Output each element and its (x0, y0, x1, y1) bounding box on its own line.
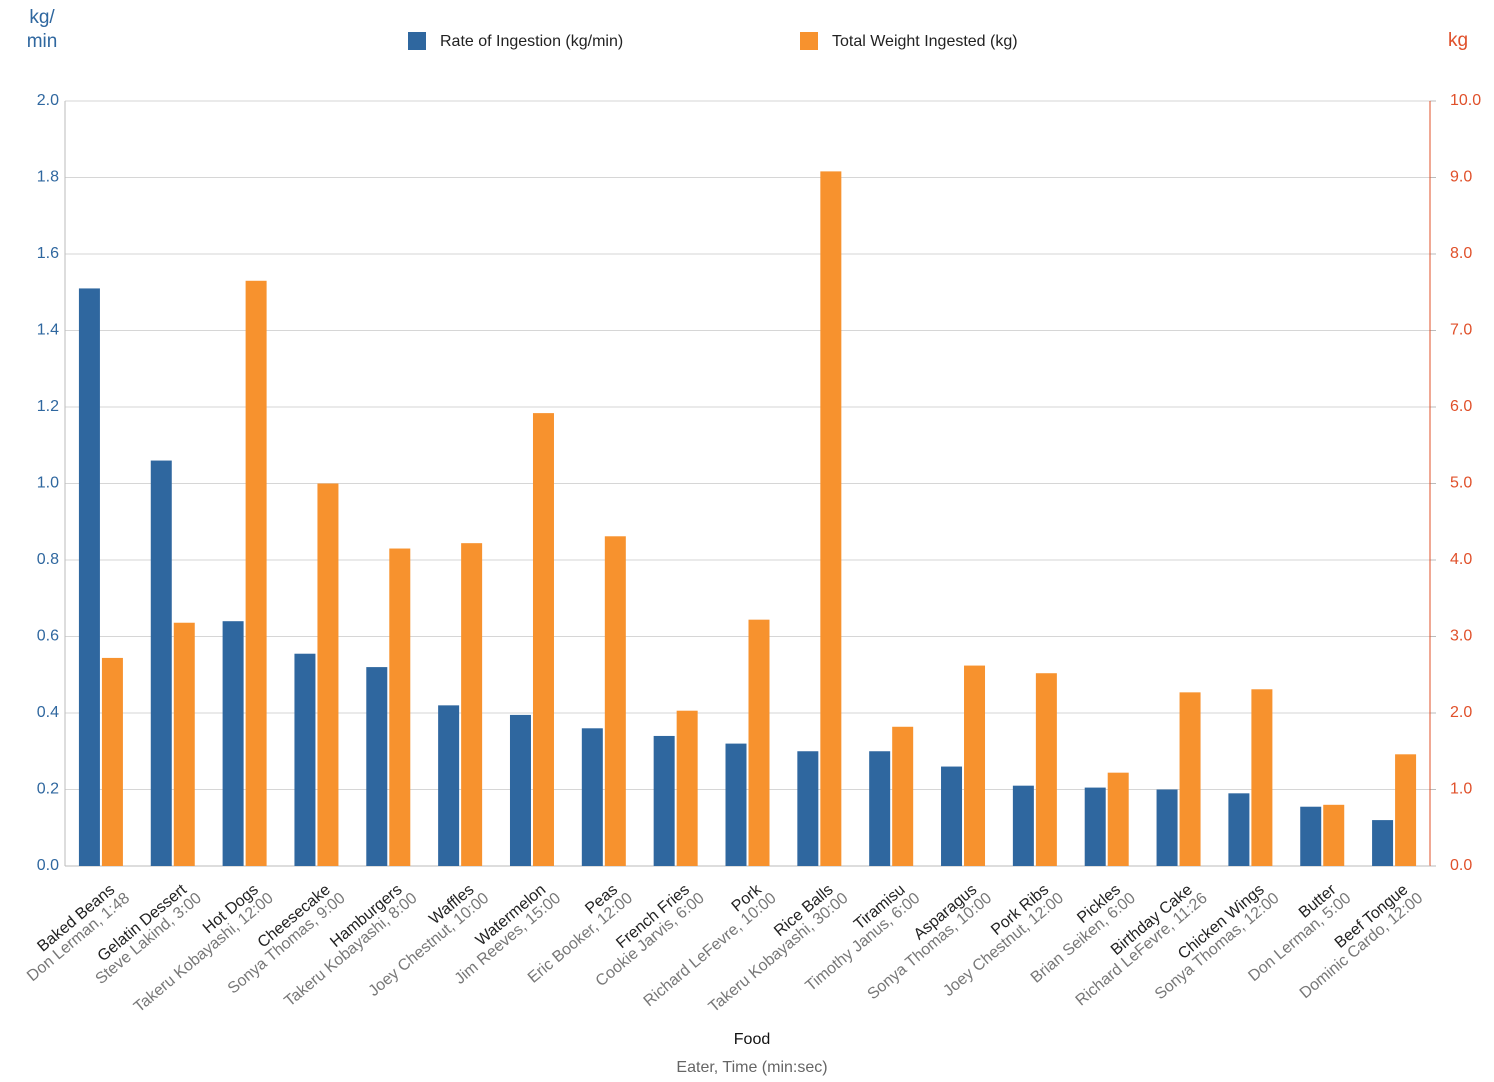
y-tick-label: 2.0 (37, 92, 59, 109)
y2-tick-label: 5.0 (1450, 475, 1472, 492)
bar (725, 743, 747, 866)
y-tick-label: 0.0 (37, 857, 59, 874)
bar (101, 657, 123, 866)
bar (294, 653, 316, 866)
legend-swatch (408, 32, 426, 50)
bar (1228, 793, 1250, 866)
y2-tick-label: 4.0 (1450, 551, 1472, 568)
bar (869, 751, 891, 866)
y2-tick-label: 7.0 (1450, 322, 1472, 339)
bar (78, 288, 100, 866)
bar (1372, 820, 1394, 866)
bar (173, 622, 195, 866)
bar (438, 705, 460, 866)
bar (604, 536, 626, 866)
bar (1107, 772, 1129, 866)
y2-tick-label: 10.0 (1450, 92, 1481, 109)
legend-swatch (800, 32, 818, 50)
bar (222, 621, 244, 866)
legend-label: Total Weight Ingested (kg) (832, 33, 1018, 50)
bar (820, 171, 842, 866)
bar (581, 728, 603, 866)
y2-tick-label: 1.0 (1450, 781, 1472, 798)
bar (532, 413, 554, 866)
bar (941, 766, 963, 866)
bar (389, 548, 411, 866)
y-tick-label: 0.2 (37, 781, 59, 798)
y2-axis-title: kg (1448, 30, 1469, 51)
bar (461, 543, 483, 866)
bar (1323, 804, 1345, 866)
bar (1035, 673, 1057, 866)
bar (509, 714, 531, 866)
bar (653, 735, 675, 866)
x-axis-subtitle: Eater, Time (min:sec) (676, 1059, 827, 1076)
y-tick-label: 0.8 (37, 551, 59, 568)
y-axis-title: kg/ min (26, 7, 58, 52)
legend-label: Rate of Ingestion (kg/min) (440, 33, 623, 50)
y-tick-label: 1.8 (37, 169, 59, 186)
bar (1084, 787, 1106, 866)
y-tick-label: 1.2 (37, 398, 59, 415)
bar (1300, 806, 1322, 866)
bar (317, 483, 339, 866)
y2-tick-label: 2.0 (1450, 704, 1472, 721)
y-tick-label: 0.4 (37, 704, 59, 721)
bar (150, 460, 172, 866)
bar (676, 710, 698, 866)
bar (892, 726, 914, 866)
y2-tick-label: 3.0 (1450, 628, 1472, 645)
y2-tick-label: 9.0 (1450, 169, 1472, 186)
y2-tick-label: 8.0 (1450, 245, 1472, 262)
y-tick-label: 0.6 (37, 628, 59, 645)
bar (245, 280, 267, 866)
y2-tick-label: 0.0 (1450, 857, 1472, 874)
bar (964, 665, 986, 866)
y-tick-label: 1.6 (37, 245, 59, 262)
bar (797, 751, 819, 866)
bar (748, 619, 770, 866)
bar (1179, 692, 1201, 866)
bar (1156, 789, 1178, 866)
y-tick-label: 1.4 (37, 322, 59, 339)
bar (1395, 754, 1417, 866)
x-axis-title: Food (734, 1031, 770, 1048)
x-tick-sublabel: Takeru Kobayashi, 30:00 (706, 890, 852, 1016)
bar (366, 667, 388, 866)
bar (1251, 689, 1273, 866)
y-tick-label: 1.0 (37, 475, 59, 492)
bar (1012, 785, 1034, 866)
y2-tick-label: 6.0 (1450, 398, 1472, 415)
